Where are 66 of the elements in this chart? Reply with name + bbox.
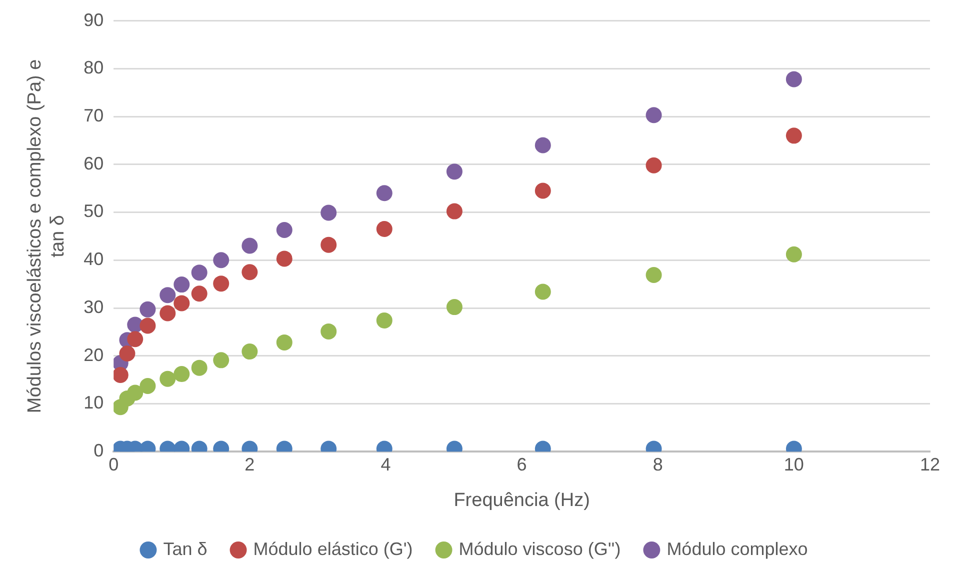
point [646,107,662,124]
x-tick-label: 8 [652,454,663,474]
x-tick-label: 6 [516,454,527,474]
point [646,266,662,283]
point [320,323,337,340]
point [213,276,230,292]
legend-label: Módulo complexo [666,538,808,559]
y-tick-label: 30 [84,296,104,317]
x-tick-label: 12 [920,454,940,474]
point [646,157,662,174]
point [446,299,462,316]
x-tick-label: 10 [784,454,804,474]
point [174,366,190,382]
y-tick-label: 60 [84,153,104,174]
y-tick-label: 20 [84,344,104,365]
point [446,203,462,220]
point [276,250,292,267]
point [114,367,128,384]
point [127,384,144,401]
point [140,301,156,318]
y-tick-label: 50 [84,201,104,222]
y-tick-label: 70 [84,106,104,126]
point [127,331,144,348]
point [160,370,176,387]
point [786,71,802,88]
y-tick-label: 40 [84,249,104,270]
point [174,276,190,293]
y-axis-title: Módulos viscoelásticos e complexo (Pa) e tan δ [24,59,68,414]
point [534,182,551,199]
point [786,128,802,144]
point [376,185,392,202]
point [160,305,176,322]
point [320,236,337,253]
point [191,264,208,281]
point [276,334,292,350]
point [191,286,208,302]
point [191,360,208,376]
y-tick-label: 0 [94,440,104,461]
x-tick-label: 2 [244,454,255,474]
point [786,246,802,262]
point [276,222,292,238]
y-tick-label: 10 [84,392,104,413]
point [534,284,551,300]
point [140,378,156,394]
point [213,252,230,268]
point [446,164,462,180]
legend-label: Tan δ [163,538,208,559]
point [320,204,337,221]
point [174,295,190,312]
point [242,344,258,360]
point [160,287,176,304]
y-tick-label: 90 [84,10,104,30]
point [213,352,230,368]
x-axis-title: Frequência (Hz) [454,490,590,511]
legend-label: Módulo elástico (G') [253,538,413,559]
point [534,137,551,154]
point [242,264,258,280]
point [140,318,156,334]
x-tick-label: 0 [108,454,119,474]
point [376,312,392,328]
legend-label: Módulo viscoso (G'') [458,538,621,559]
point [119,345,136,362]
point [376,221,392,238]
y-tick-label: 80 [84,58,104,78]
x-tick-label: 4 [380,454,391,474]
point [242,238,258,254]
